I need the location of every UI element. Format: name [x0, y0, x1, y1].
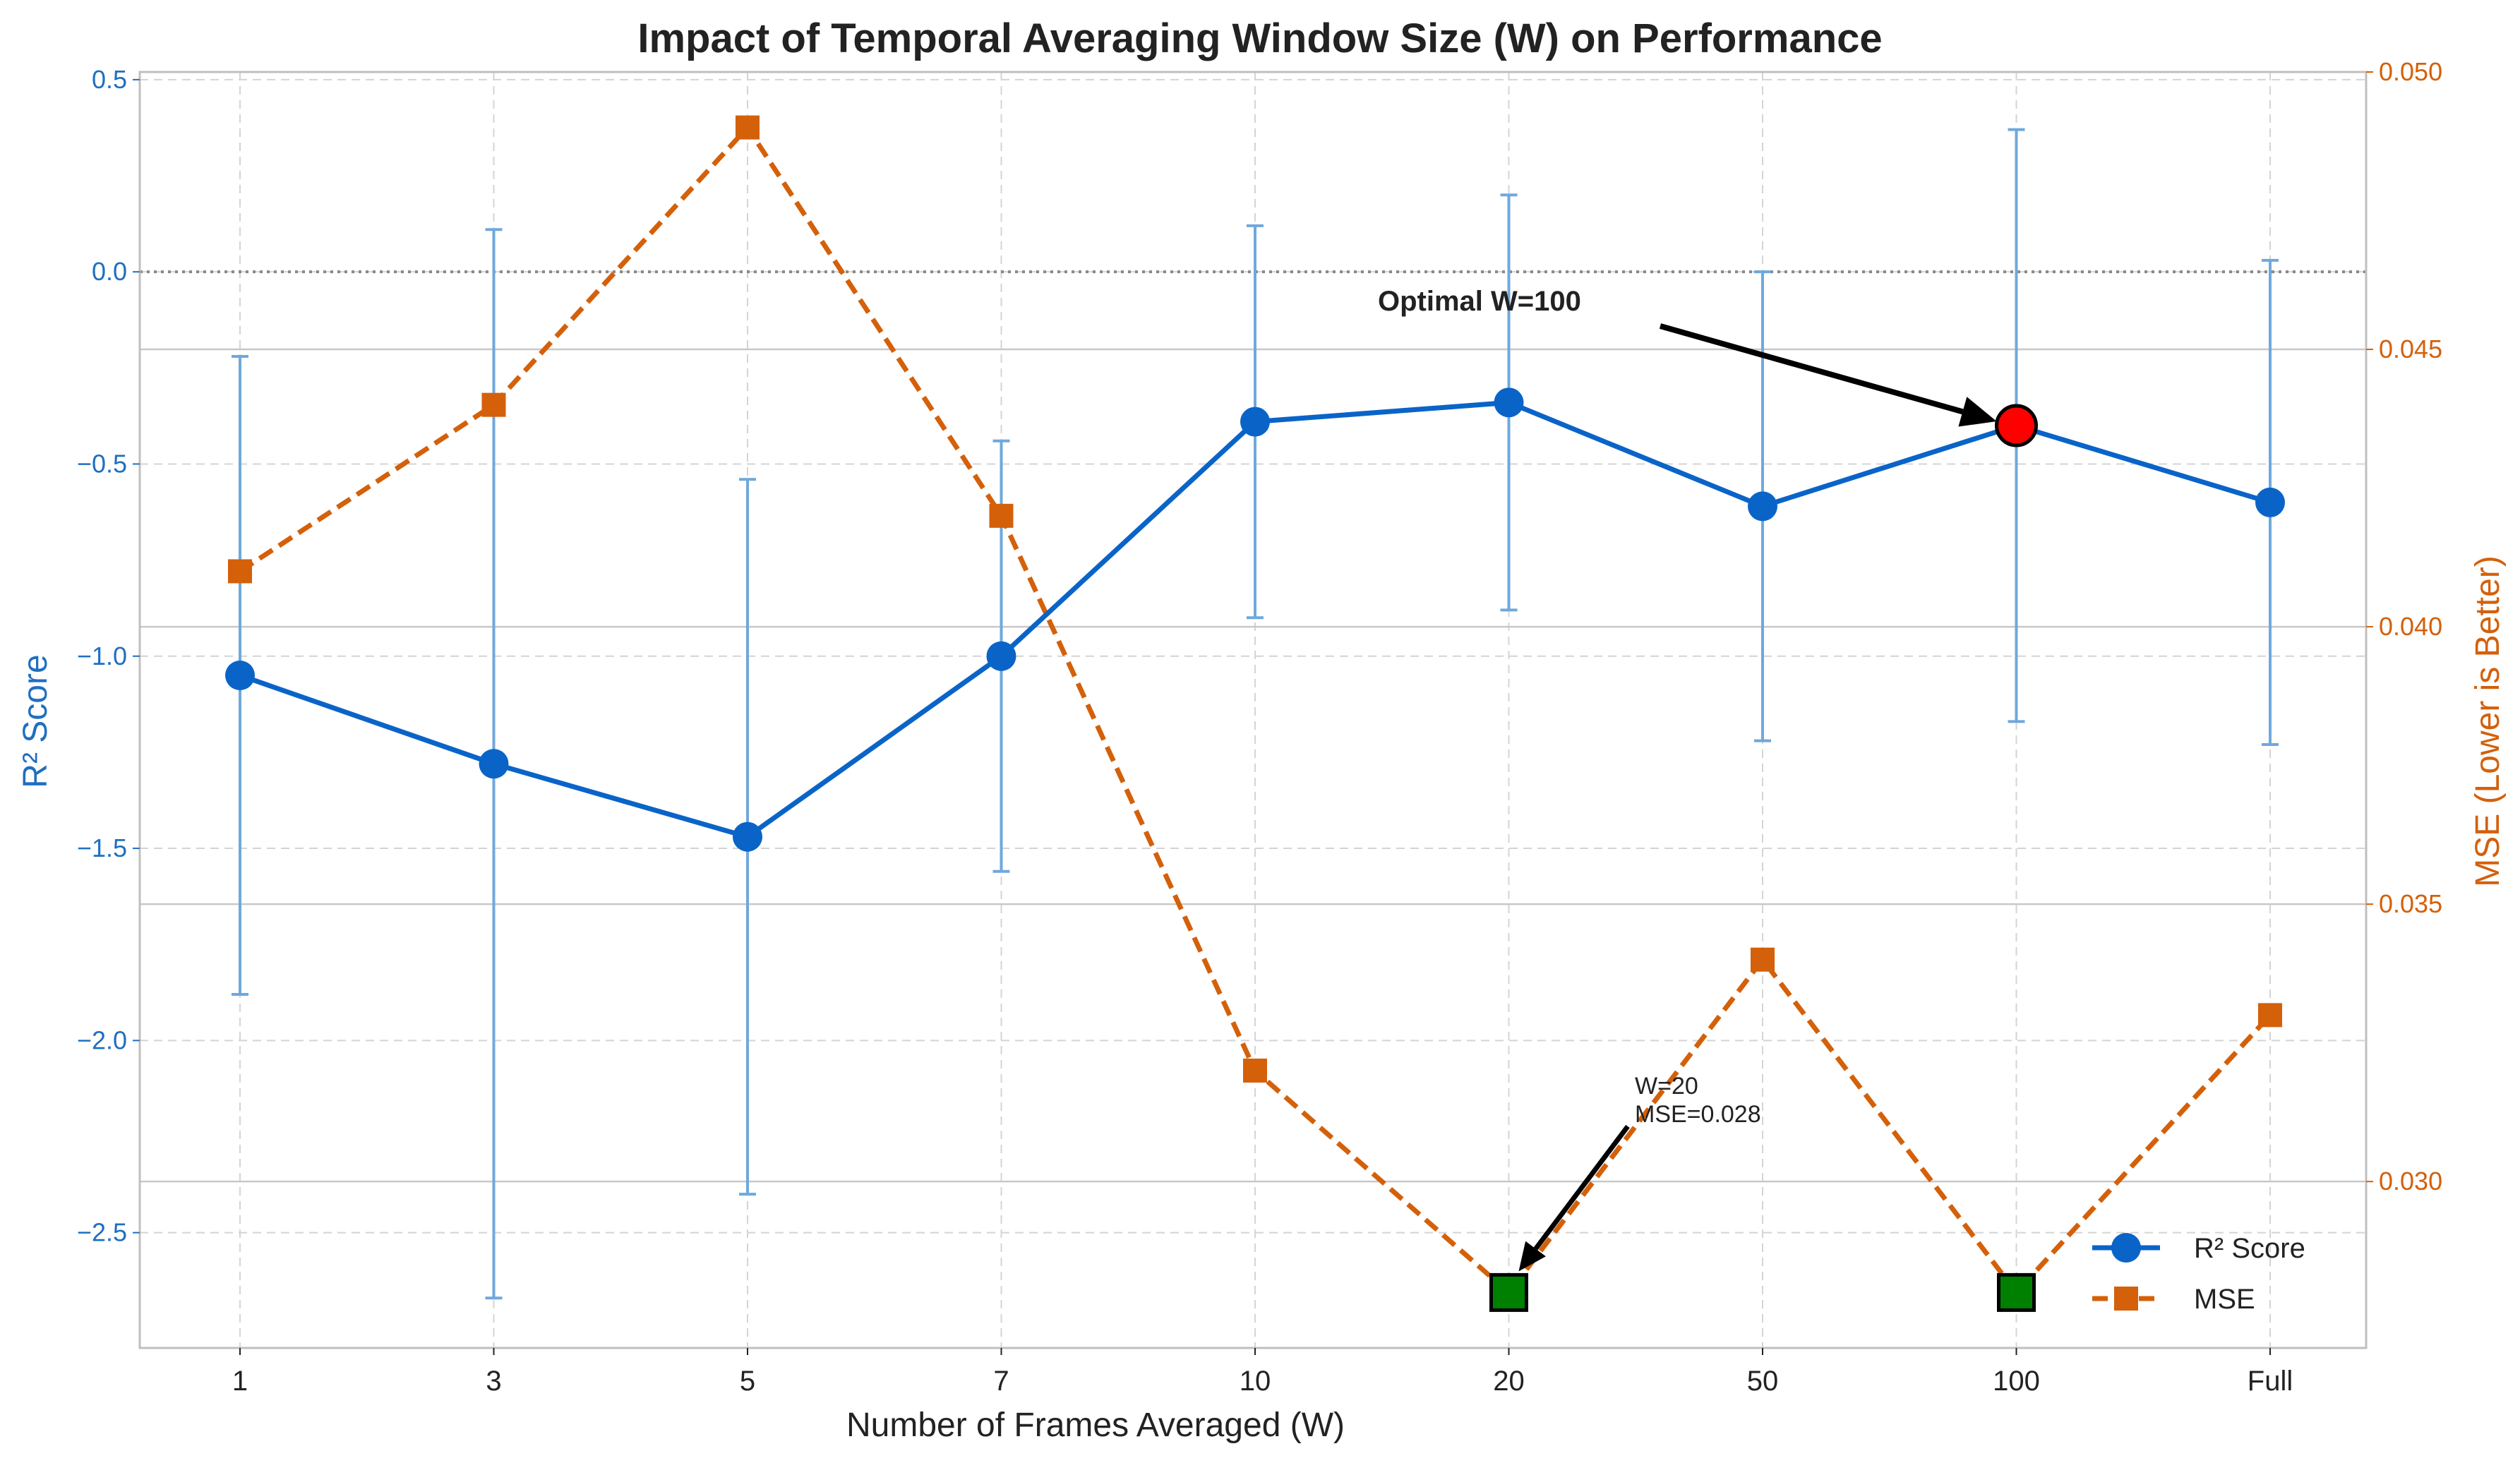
optimal-arrow-shaft [1659, 323, 1964, 415]
x-tick-label: 10 [1240, 1366, 1271, 1397]
mse-point [1243, 1058, 1267, 1083]
optimal-arrow-head [1958, 397, 1997, 427]
highlight-markers [1489, 404, 2038, 1312]
legend-mse-label: MSE [2194, 1284, 2255, 1315]
mse-annotation-line-1: W=20 [1635, 1073, 1698, 1100]
mse-arrow-shaft [1533, 1124, 1630, 1251]
chart-title: Impact of Temporal Averaging Window Size… [637, 16, 1882, 61]
legend-mse-marker [2114, 1287, 2138, 1311]
x-axis-title: Number of Frames Averaged (W) [846, 1407, 1345, 1444]
right-y-ticks: 0.030 0.035 0.040 0.045 0.050 [2366, 57, 2442, 1196]
r2-point [479, 749, 509, 779]
r2-point [1240, 407, 1270, 437]
x-tick-label: Full [2248, 1366, 2293, 1397]
left-tick-label: −2.5 [77, 1218, 127, 1247]
left-y-axis-title: R² Score [17, 654, 54, 788]
right-tick-label: 0.030 [2379, 1167, 2442, 1196]
r2-point [225, 660, 255, 690]
plot-border [138, 71, 2368, 1349]
min-mse-marker [1997, 1272, 2036, 1312]
x-ticks: 1 3 5 7 10 20 50 100 Full [232, 1348, 2293, 1397]
r2-point [986, 641, 1016, 671]
left-tick-label: −1.0 [77, 642, 127, 670]
mse-point [481, 392, 506, 417]
left-tick-label: −2.0 [77, 1025, 127, 1054]
x-tick-label: 100 [1993, 1366, 2040, 1397]
x-tick-label: 20 [1493, 1366, 1525, 1397]
mse-point [228, 559, 252, 584]
optimal-r2-marker [1995, 404, 2038, 447]
legend-entry-mse: MSE [2092, 1284, 2255, 1315]
min-mse-marker [1489, 1272, 1528, 1312]
right-y-axis-title: MSE (Lower is Better) [2469, 555, 2507, 886]
legend-r2-marker [2111, 1233, 2141, 1263]
right-tick-label: 0.050 [2379, 57, 2442, 86]
x-tick-label: 50 [1747, 1366, 1779, 1397]
mse-point [1751, 947, 1775, 972]
right-tick-label: 0.035 [2379, 889, 2442, 918]
right-tick-label: 0.045 [2379, 335, 2442, 363]
legend-entry-r2: R² Score [2092, 1233, 2305, 1264]
r2-point [1494, 387, 1524, 418]
optimal-annotation-label: Optimal W=100 [1378, 286, 1581, 317]
left-tick-label: 0.0 [92, 257, 127, 286]
r2-point [733, 821, 762, 852]
legend: R² Score MSE [2092, 1233, 2305, 1315]
x-tick-label: 1 [232, 1366, 248, 1397]
x-tick-label: 3 [486, 1366, 501, 1397]
mse-point [2258, 1003, 2282, 1028]
mse-point [736, 115, 760, 140]
left-tick-label: 0.5 [92, 65, 127, 94]
plot-frame [138, 71, 2368, 1349]
left-tick-label: −1.5 [77, 833, 127, 862]
legend-r2-label: R² Score [2194, 1233, 2305, 1264]
left-y-ticks: 0.5 0.0 −0.5 −1.0 −1.5 −2.0 −2.5 [77, 65, 140, 1247]
x-tick-label: 7 [993, 1366, 1009, 1397]
mse-annotation-line-2: MSE=0.028 [1635, 1101, 1761, 1128]
right-tick-label: 0.040 [2379, 612, 2442, 641]
x-tick-label: 5 [740, 1366, 755, 1397]
mse-arrow-head [1518, 1241, 1546, 1272]
left-tick-label: −0.5 [77, 449, 127, 478]
r2-point [1748, 491, 1777, 522]
mse-point [989, 503, 1014, 528]
mse-arrow [1518, 1124, 1630, 1272]
r2-point [2255, 487, 2285, 517]
optimal-arrow [1659, 323, 1997, 427]
